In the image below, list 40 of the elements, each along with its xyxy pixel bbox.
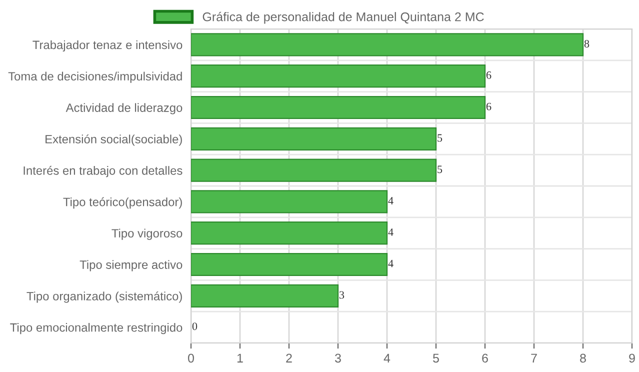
- x-tick-label: 0: [188, 354, 194, 363]
- x-tick-label: 6: [482, 354, 488, 363]
- bar: [191, 64, 486, 88]
- data-label: 4: [388, 228, 394, 236]
- x-tick-label: 1: [237, 354, 243, 362]
- x-tick-label: 2: [286, 354, 292, 362]
- bar: [191, 252, 388, 276]
- y-tick-label: Toma de decisiones/impulsividad: [8, 72, 182, 83]
- x-tick-label: 5: [433, 354, 439, 363]
- x-tick-label: 9: [629, 354, 635, 363]
- bar: [191, 190, 388, 214]
- y-tick-label: Tipo emocionalmente restringido: [10, 322, 182, 334]
- data-label: 5: [438, 166, 442, 174]
- data-label: 8: [584, 40, 590, 48]
- y-tick-label: Trabajador tenaz e intensivo: [32, 40, 182, 52]
- bar: [191, 127, 437, 150]
- bar: [191, 33, 584, 56]
- x-tick-label: 4: [384, 354, 390, 362]
- data-label: 5: [438, 134, 442, 142]
- data-label: 0: [192, 322, 198, 330]
- y-tick-label: Tipo siempre activo: [80, 260, 182, 272]
- y-tick-label: Tipo teórico(pensador): [63, 197, 182, 209]
- bar: [191, 158, 437, 182]
- data-label: 3: [340, 291, 344, 299]
- x-tick-label: 7: [531, 354, 537, 362]
- y-tick-label: Tipo organizado (sistemático): [26, 292, 182, 303]
- data-label: 4: [388, 197, 394, 204]
- bar: [191, 96, 486, 120]
- y-tick-label: Extensión social(sociable): [46, 134, 182, 146]
- bar: [191, 284, 339, 308]
- data-label: 4: [388, 260, 394, 268]
- y-tick-label: Actividad de liderazgo: [66, 103, 182, 114]
- y-tick-label: Tipo vigoroso: [112, 228, 182, 240]
- y-tick-label: Interés en trabajo con detalles: [24, 166, 182, 178]
- legend-label: Gráfica de personalidad de Manuel Quintana 2 MC: [202, 12, 484, 24]
- x-tick-label: 3: [335, 354, 341, 363]
- data-label: 6: [486, 102, 492, 110]
- data-label: 6: [486, 71, 492, 79]
- x-tick-label: 8: [580, 354, 586, 363]
- bar: [191, 222, 388, 245]
